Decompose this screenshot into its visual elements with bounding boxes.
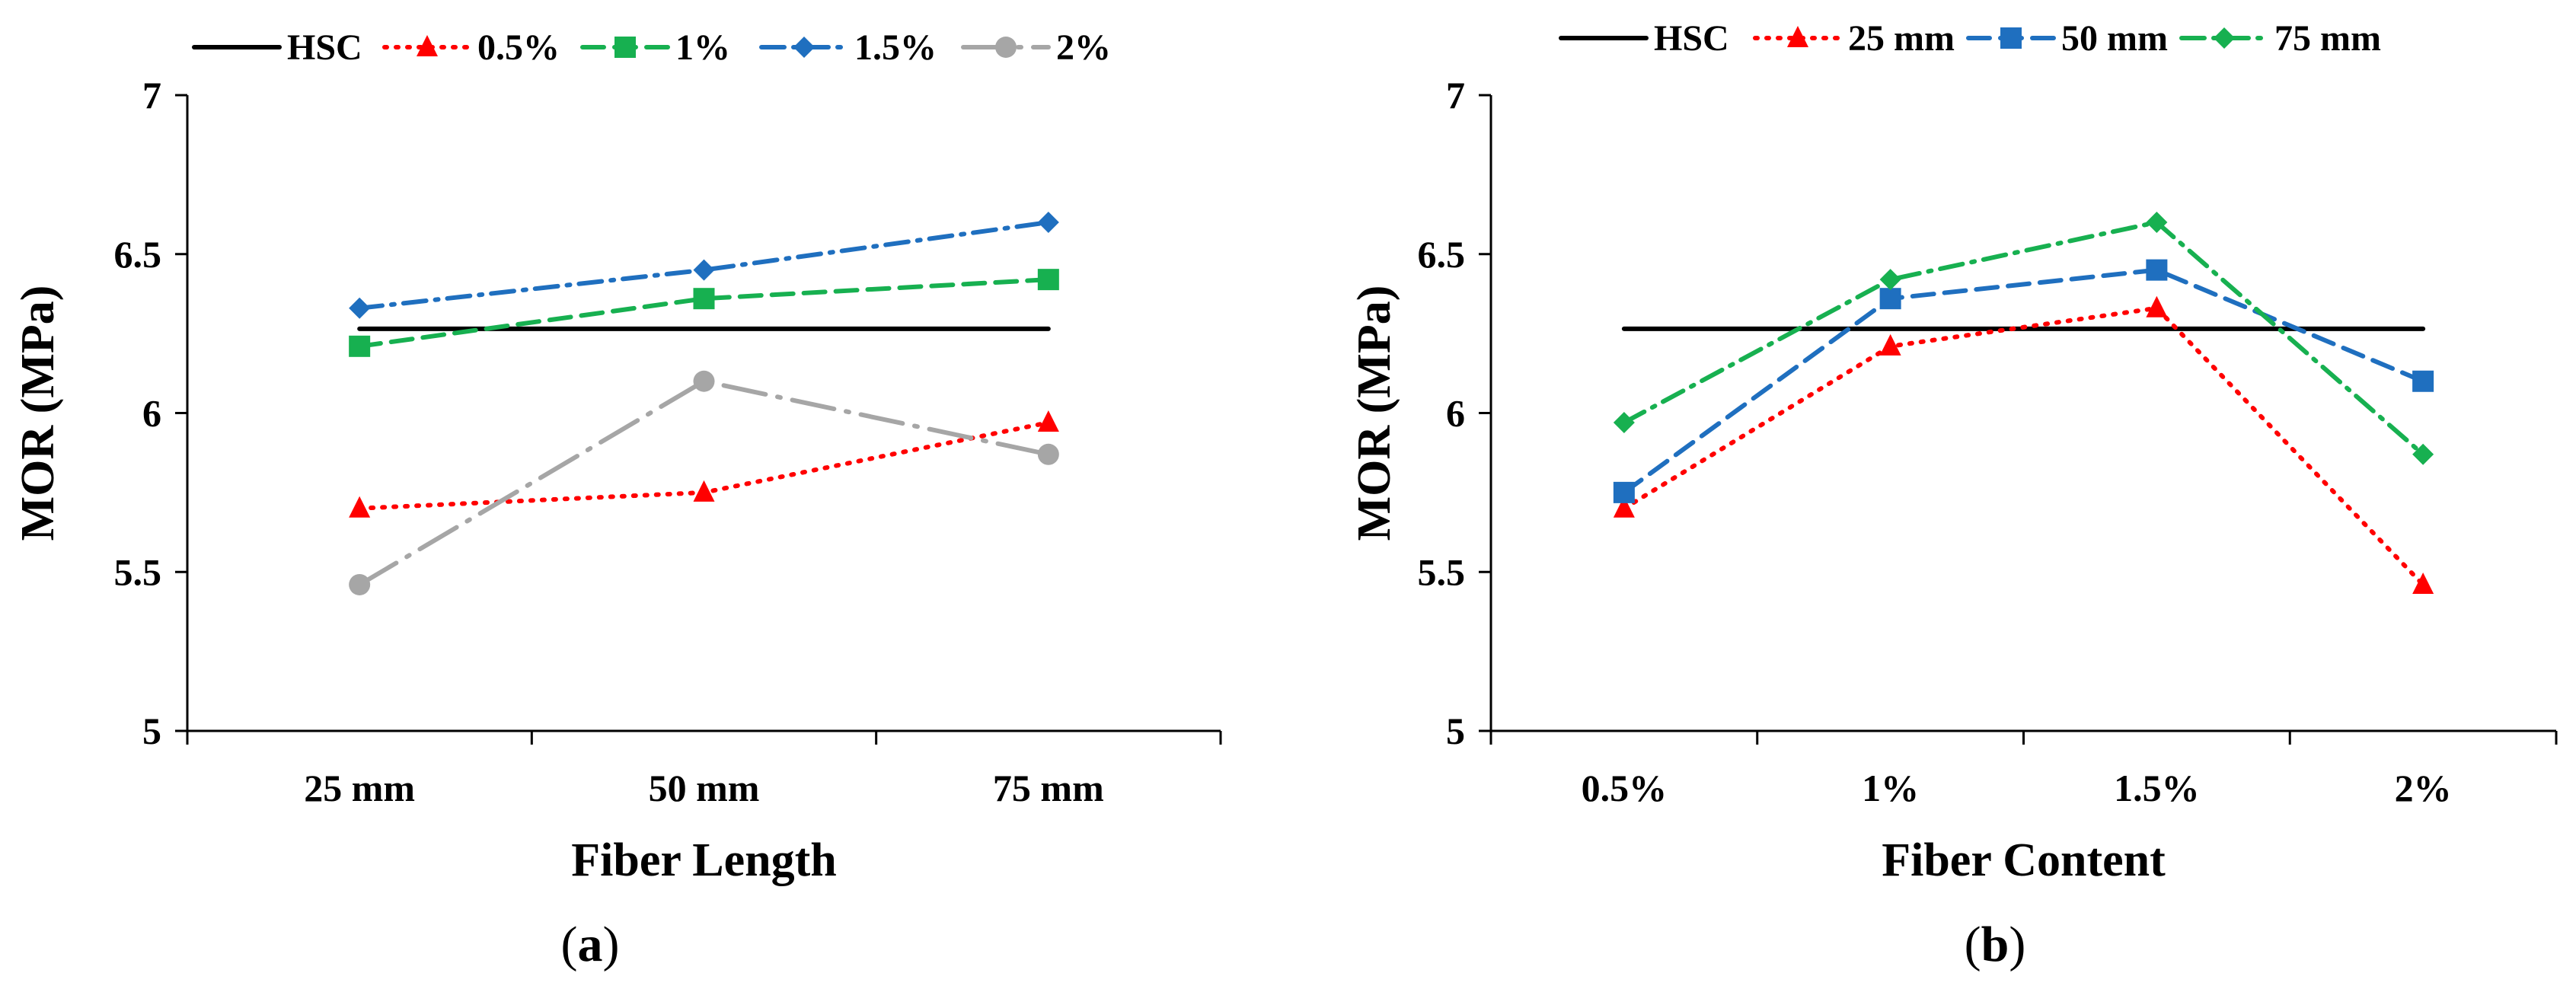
data-point (1613, 412, 1635, 434)
series-2% (349, 370, 1059, 595)
data-point (2146, 295, 2168, 317)
legend-marker (1787, 26, 1808, 47)
y-tick-label: 5.5 (1418, 550, 1466, 593)
x-tick-label: 50 mm (649, 767, 760, 809)
legend-item: 25 mm (1753, 18, 1955, 59)
x-axis-title: Fiber Content (1882, 834, 2166, 886)
legend-item: 1% (580, 27, 730, 68)
y-tick-label: 5.5 (114, 550, 162, 593)
data-point (349, 297, 371, 319)
chart-panel-a: 5 5.5 6 6.5 7 25 mm 50 mm 75 mm Fiber Length MOR … (12, 27, 1222, 972)
data-point (693, 480, 715, 502)
legend-label: 2% (1056, 27, 1111, 68)
series-75 mm (1613, 212, 2434, 465)
y-axis-title: MOR (MPa) (1349, 286, 1400, 541)
series-50 mm (1613, 259, 2434, 503)
legend-item: 0.5% (382, 27, 560, 68)
data-point (1037, 269, 1059, 291)
legend-marker (995, 37, 1017, 58)
panel-label: (b) (1965, 917, 2026, 972)
y-tick-label: 7 (1446, 74, 1465, 116)
data-point (1037, 212, 1059, 233)
legend-label: 50 mm (2061, 18, 2168, 59)
legend-label: 0.5% (477, 27, 560, 68)
legend-label: 1.5% (854, 27, 937, 68)
legend-marker (614, 37, 636, 58)
legend-item: HSC (192, 27, 362, 68)
legend-marker (793, 37, 815, 58)
x-tick-label: 1% (1862, 767, 1919, 809)
data-point (693, 288, 715, 310)
data-point (693, 370, 715, 392)
legend-label: 25 mm (1848, 18, 1955, 59)
data-point (1879, 288, 1901, 310)
y-tick-label: 6.5 (1418, 233, 1466, 276)
y-tick-label: 6.5 (114, 233, 162, 276)
data-point (1037, 443, 1059, 465)
data-point (2412, 443, 2434, 465)
data-point (349, 335, 371, 357)
data-point (2146, 212, 2168, 233)
data-point (349, 573, 371, 595)
data-point (2412, 572, 2434, 594)
legend-marker (2000, 27, 2022, 49)
y-axis-title: MOR (MPa) (12, 286, 64, 541)
data-point (1613, 481, 1635, 503)
legend-marker (417, 35, 438, 56)
x-tick-label: 25 mm (304, 767, 415, 809)
legend-item: 50 mm (1966, 18, 2168, 59)
series-line (357, 277, 1051, 349)
series-line (357, 220, 1051, 311)
data-point (693, 259, 715, 281)
legend-label: 1% (675, 27, 730, 68)
chart-panel-b: 5 5.5 6 6.5 7 0.5% 1% 1.5% 2% Fiber Content MOR (M… (1349, 18, 2558, 972)
legend-label: HSC (287, 27, 362, 68)
series-1.5% (349, 212, 1059, 319)
x-tick-label: 2% (2395, 767, 2452, 809)
series-line (1621, 267, 2426, 495)
legend-label: 75 mm (2274, 18, 2381, 59)
data-point (2412, 370, 2434, 392)
series-0.5% (349, 410, 1059, 518)
legend-item: 1.5% (759, 27, 937, 68)
series-1% (349, 269, 1059, 357)
y-tick-label: 5 (142, 710, 161, 752)
legend-label: HSC (1654, 18, 1729, 59)
series-line (1621, 219, 2426, 457)
y-tick-label: 7 (142, 74, 161, 116)
series-25 mm (1613, 295, 2434, 594)
legend-item: 75 mm (2179, 18, 2381, 59)
x-tick-label: 0.5% (1582, 767, 1668, 809)
y-tick-label: 6 (142, 392, 161, 435)
legend-item: 2% (961, 27, 1111, 68)
y-tick-label: 5 (1446, 710, 1465, 752)
data-point (1613, 496, 1635, 518)
legend-item: HSC (1559, 18, 1729, 59)
data-point (1879, 333, 1901, 356)
x-axis-title: Fiber Length (571, 834, 836, 886)
panel-label: (a) (561, 917, 620, 972)
series-line (1621, 305, 2426, 587)
series-line (357, 378, 1051, 587)
x-tick-label: 75 mm (993, 767, 1104, 809)
data-point (2146, 259, 2168, 281)
legend-marker (2214, 27, 2235, 49)
x-tick-label: 1.5% (2114, 767, 2200, 809)
data-point (1879, 269, 1901, 291)
data-point (1037, 410, 1059, 432)
data-point (349, 496, 371, 518)
y-tick-label: 6 (1446, 392, 1465, 435)
